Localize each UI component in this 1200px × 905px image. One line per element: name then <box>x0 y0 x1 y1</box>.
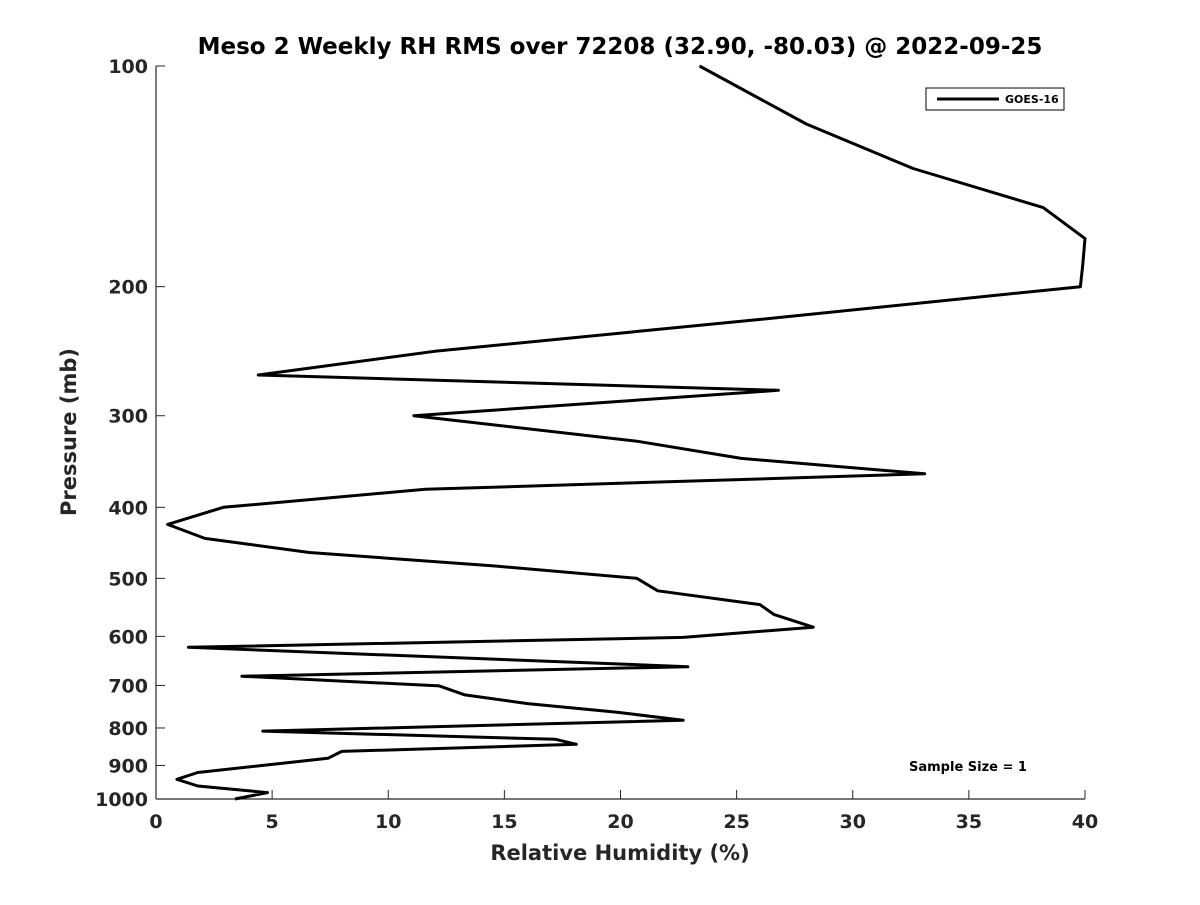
x-tick-label: 25 <box>723 811 749 833</box>
legend: GOES-16 <box>925 87 1065 111</box>
y-tick-label: 200 <box>108 277 148 299</box>
x-tick-label: 0 <box>149 811 162 833</box>
x-tick-label: 10 <box>375 811 401 833</box>
y-tick-label: 800 <box>108 718 148 740</box>
y-tick-label: 100 <box>108 56 148 78</box>
x-tick-label: 15 <box>491 811 517 833</box>
y-tick-label: 600 <box>108 626 148 648</box>
tick-marks: 0 5 10 15 20 25 30 35 40 100 200 300 400 500 600 700 800… <box>95 56 1098 833</box>
y-tick-label: 300 <box>108 406 148 428</box>
y-tick-label: 1000 <box>95 789 148 811</box>
series-line-goes-16 <box>166 64 1087 801</box>
y-tick-label: 900 <box>108 755 148 777</box>
x-tick-label: 40 <box>1072 811 1098 833</box>
sample-size-annotation: Sample Size = 1 <box>909 760 1027 775</box>
x-axis-label: Relative Humidity (%) <box>490 841 749 865</box>
series-lines <box>166 64 1087 801</box>
y-tick-label: 700 <box>108 675 148 697</box>
x-tick-label: 20 <box>607 811 633 833</box>
legend-label-goes-16: GOES-16 <box>1005 93 1059 106</box>
chart-title: Meso 2 Weekly RH RMS over 72208 (32.90, … <box>198 34 1043 60</box>
x-tick-label: 35 <box>956 811 982 833</box>
x-tick-label: 5 <box>266 811 279 833</box>
y-tick-label: 400 <box>108 497 148 519</box>
y-axis-label: Pressure (mb) <box>57 348 81 516</box>
y-tick-label: 500 <box>108 568 148 590</box>
x-tick-label: 30 <box>840 811 866 833</box>
